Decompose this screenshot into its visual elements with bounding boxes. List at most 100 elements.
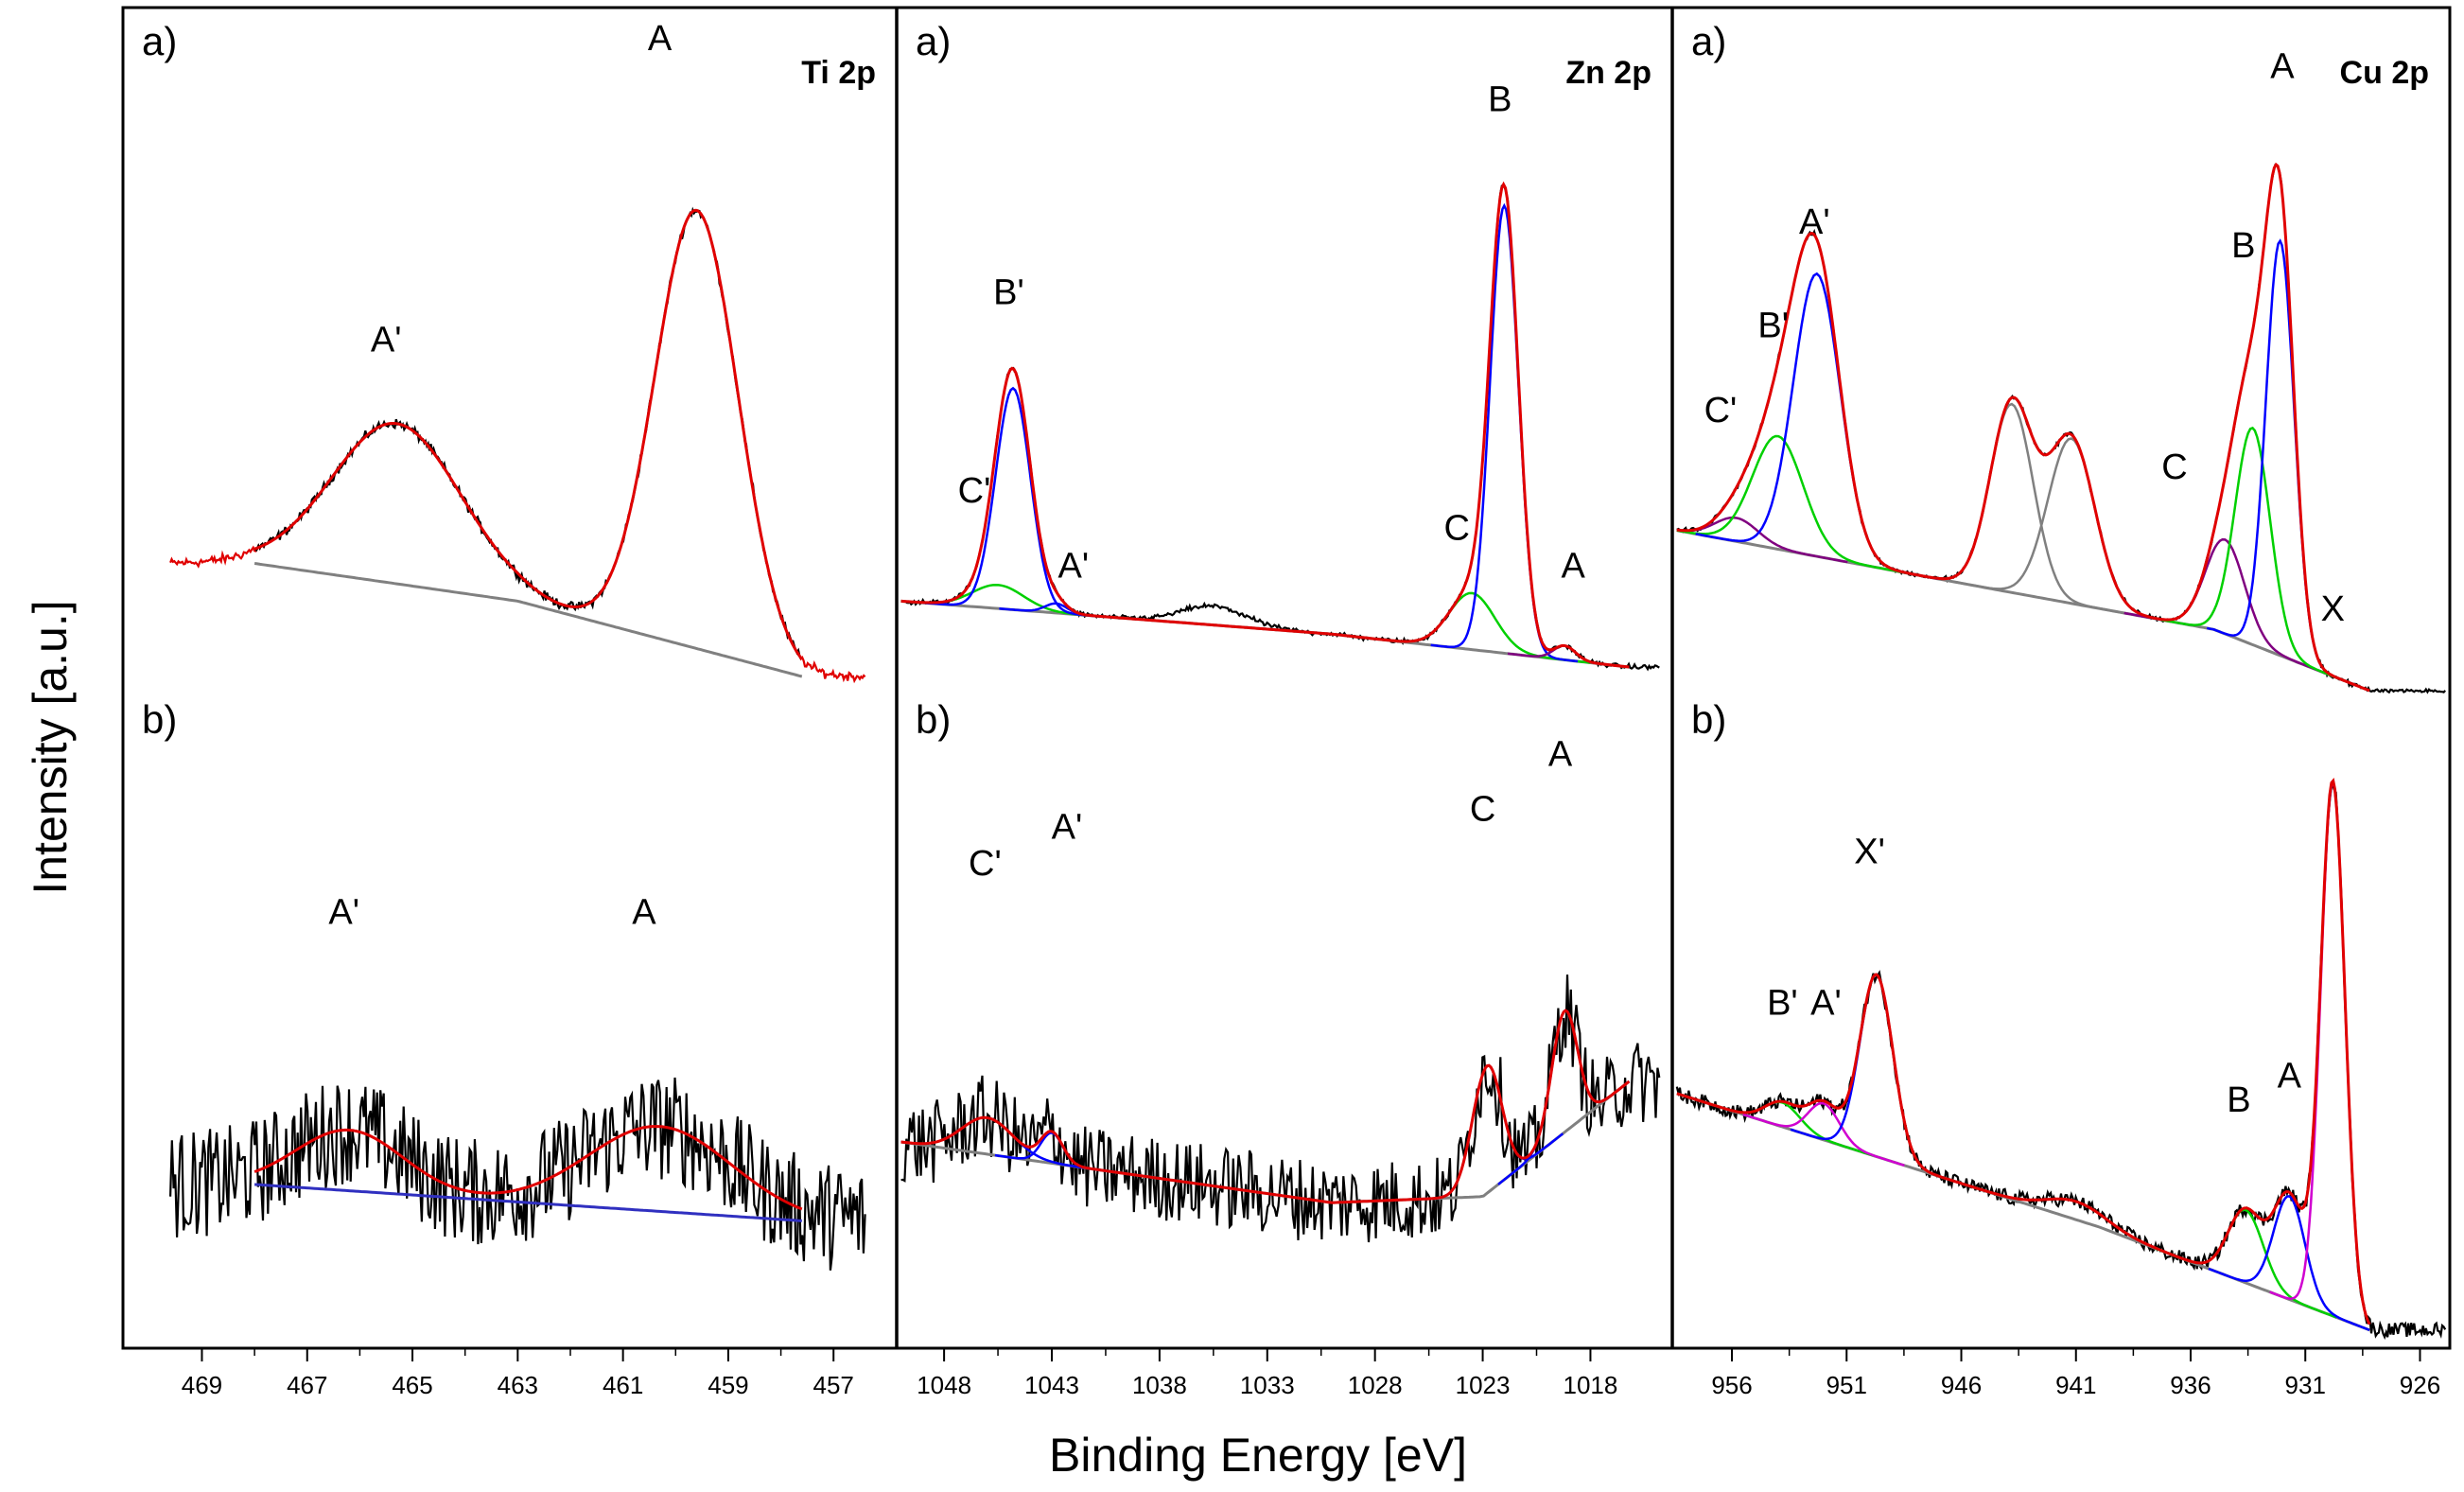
peak-label: A' (1810, 984, 1842, 1024)
component-peak-sat1 (1900, 402, 2123, 614)
panel-zn-2p: Zn 2p a) B' C' A' C B Ab) C' A' C A 1048 1043 1038 1033… (900, 19, 1661, 1399)
x-tick-label: 1043 (1024, 1371, 1079, 1399)
data-series (900, 184, 1660, 672)
x-tick-label: 956 (1711, 1371, 1752, 1399)
background-line (253, 562, 803, 678)
peak-label: A (632, 892, 656, 932)
component-peak-sat2 (1949, 437, 2193, 627)
x-tick-label: 946 (1941, 1371, 1982, 1399)
peak-label: C (1470, 789, 1495, 829)
x-tick-label: 1038 (1132, 1371, 1187, 1399)
x-tick-label: 459 (708, 1371, 748, 1399)
component-peak-ap (1742, 1101, 1905, 1167)
panel-title: Ti 2p (801, 55, 876, 91)
background-line (1676, 529, 2370, 693)
background-line (900, 599, 1630, 669)
peak-label: C' (1704, 391, 1738, 430)
peak-label: C' (958, 471, 991, 511)
peak-label: A (648, 19, 673, 59)
plot-frame (121, 6, 2452, 1350)
x-tick-label: 465 (392, 1371, 432, 1399)
x-tick-label: 463 (498, 1371, 538, 1399)
panel-title: Zn 2p (1565, 55, 1651, 91)
peak-label: X' (1854, 832, 1885, 871)
fit-envelope (900, 1009, 1631, 1204)
peak-label: X (2321, 589, 2345, 629)
peak-label: A' (1052, 808, 1083, 848)
peak-label: C (1443, 509, 1469, 549)
peak-label: A' (371, 320, 402, 360)
x-tick-label: 931 (2285, 1371, 2326, 1399)
background-line (1676, 1092, 2370, 1332)
subpanel-label: a) (1691, 19, 1726, 63)
x-tick-label: 1023 (1456, 1371, 1511, 1399)
peak-label: A' (1799, 202, 1830, 242)
x-tick-label: 951 (1826, 1371, 1867, 1399)
peak-label: B (1488, 80, 1512, 120)
peak-label: B' (993, 273, 1024, 313)
x-tick-label: 467 (287, 1371, 327, 1399)
fit-envelope (253, 1125, 803, 1211)
subpanel-b: b) A' A (142, 697, 866, 1271)
component-peak-cp (1676, 516, 1848, 564)
fit-envelope (253, 208, 804, 660)
x-tick-label: 936 (2170, 1371, 2211, 1399)
component-peak-x (2269, 781, 2371, 1325)
subpanel-label: a) (142, 19, 177, 63)
component-peak-a (2208, 1195, 2370, 1331)
peak-label: B (2227, 1080, 2250, 1120)
component-peak-c (1353, 591, 1591, 664)
component-peak-bp (1676, 434, 1910, 575)
subpanel-a: a) A' B' C' C B A (1676, 19, 2447, 694)
x-axis-ticks: 1048 1043 1038 1033 1028 1023 1018 (917, 1348, 1617, 1399)
peak-label: C' (969, 844, 1002, 884)
data-tail-left (169, 539, 271, 569)
panels-group: Ti 2p a) A' Ab) A' A 469 467 465 463 461 459 457 Zn 2… (142, 19, 2447, 1399)
x-tick-label: 1018 (1564, 1371, 1618, 1399)
fit-envelope (1676, 777, 2371, 1325)
fit-envelope (900, 181, 1630, 669)
peak-label: B (2231, 226, 2255, 266)
peak-label: A' (328, 892, 359, 932)
subpanel-label: a) (916, 19, 951, 63)
peak-label: A (1548, 735, 1573, 775)
subpanel-label: b) (1691, 697, 1726, 742)
fit-envelope (1676, 162, 2370, 693)
x-axis-ticks: 469 467 465 463 461 459 457 (182, 1348, 854, 1399)
background-line (254, 1183, 802, 1222)
component-peak-b (1430, 202, 1579, 663)
subpanel-a: a) B' C' A' C B A (900, 19, 1660, 672)
panel-ti-2p: Ti 2p a) A' Ab) A' A 469 467 465 463 461 459 457 (142, 19, 876, 1399)
subpanel-a: a) A' A (142, 19, 866, 684)
data-series (169, 1077, 866, 1271)
peak-label: A (2278, 1056, 2302, 1096)
peak-label: A (1562, 546, 1586, 586)
x-tick-label: 1048 (917, 1371, 971, 1399)
x-axis-title: Binding Energy [eV] (1049, 1429, 1467, 1482)
data-series (1675, 784, 2447, 1341)
x-tick-label: 1033 (1240, 1371, 1295, 1399)
component-peak-bp (922, 386, 1104, 618)
frame-border (121, 6, 2452, 1350)
data-series (900, 974, 1661, 1243)
peak-label: B' (1767, 984, 1798, 1024)
subpanel-b: b) C' A' C A (900, 697, 1661, 1243)
subpanel-b: b) B' A' X' BA X (1675, 589, 2447, 1341)
peak-label: A' (1057, 546, 1089, 586)
peak-label: C (2161, 448, 2187, 487)
component-peak-b (2161, 426, 2344, 682)
x-tick-label: 469 (182, 1371, 222, 1399)
panel-title: Cu 2p (2340, 55, 2429, 91)
x-tick-label: 461 (603, 1371, 643, 1399)
x-tick-label: 941 (2055, 1371, 2096, 1399)
x-axis-ticks: 956 951 946 941 936 931 926 (1711, 1348, 2440, 1399)
peak-label: A (2270, 47, 2295, 87)
y-axis-title: Intensity [a.u.] (24, 600, 77, 894)
x-tick-label: 1028 (1348, 1371, 1403, 1399)
peak-label: B' (1757, 307, 1789, 346)
subpanel-label: b) (142, 697, 177, 742)
x-tick-label: 926 (2400, 1371, 2440, 1399)
subpanel-label: b) (916, 697, 951, 742)
